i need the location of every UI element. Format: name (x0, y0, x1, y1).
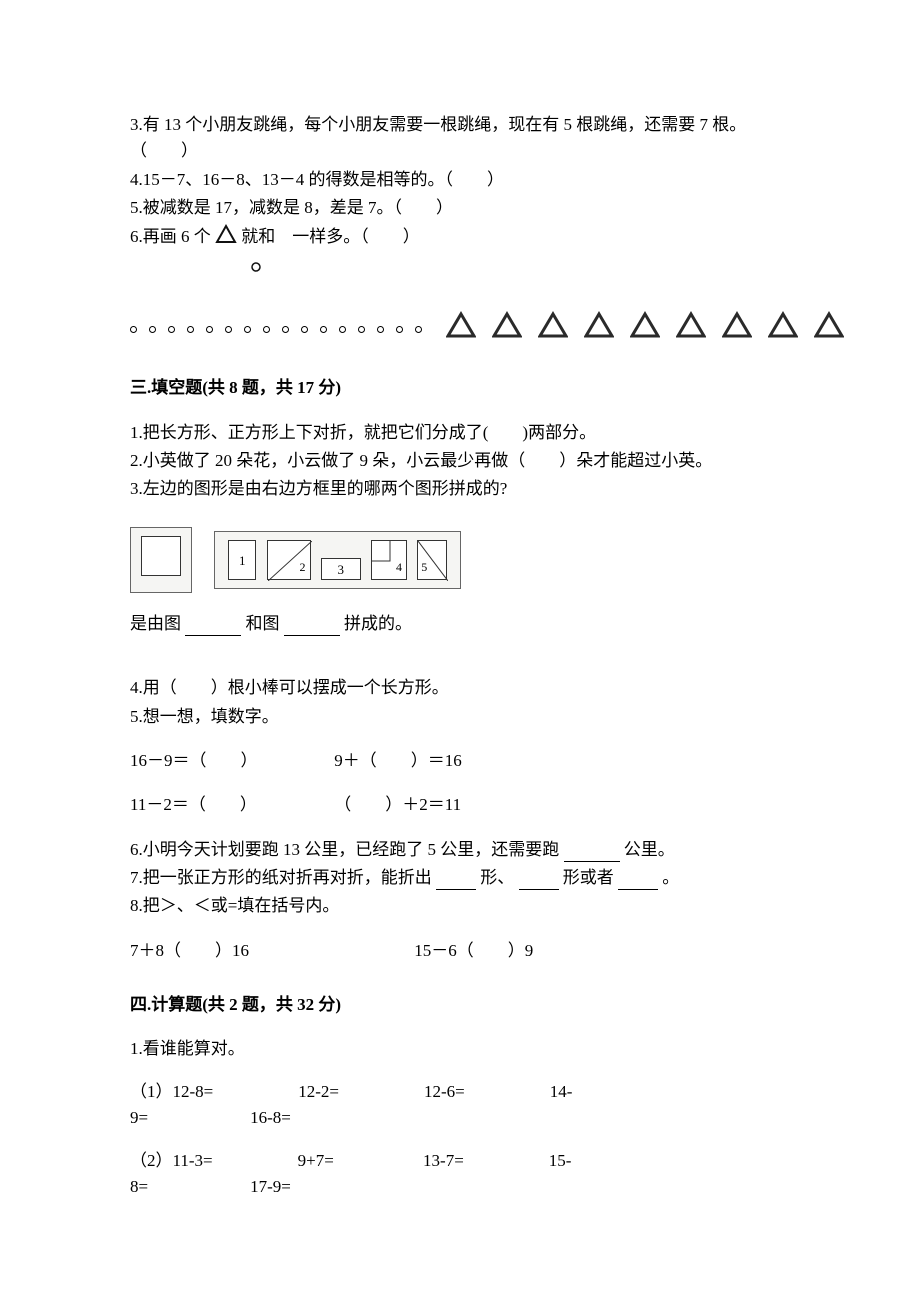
puzzle-option-4-label: 4 (396, 558, 402, 577)
triangle-icon (676, 311, 706, 347)
tf-q4: 4.15－7、16－8、13－4 的得数是相等的。（ ） (130, 167, 790, 193)
circle-icon (168, 326, 175, 333)
circle-icon (206, 326, 213, 333)
circle-group (130, 318, 434, 337)
fill-q5-r2a: 11－2＝（ ） (130, 792, 330, 818)
triangle-icon (492, 311, 522, 347)
triangle-icon (215, 223, 237, 253)
fill-q5: 5.想一想，填数字。 (130, 704, 790, 730)
fill-q1: 1.把长方形、正方形上下对折，就把它们分成了( )两部分。 (130, 420, 790, 446)
circle-icon (263, 326, 270, 333)
puzzle-option-2: 2 (267, 540, 311, 580)
fill-q5-row2: 11－2＝（ ） （ ）＋2＝11 (130, 792, 790, 818)
fill-q7-c: 形或者 (563, 868, 614, 887)
fill-q6-input[interactable] (564, 839, 620, 862)
calc-q1: 1.看谁能算对。 (130, 1036, 790, 1062)
circle-icon (225, 326, 232, 333)
calc-q1-r2b: 8= 17-9= (130, 1174, 790, 1200)
triangle-group (438, 318, 852, 337)
circle-icon (415, 326, 422, 333)
fill-q8-b: 15－6（ ）9 (414, 938, 533, 964)
fill-q7-input-2[interactable] (519, 867, 559, 890)
fill-q7-input-3[interactable] (618, 867, 658, 890)
circle-icon (244, 326, 251, 333)
circle-icon (377, 326, 384, 333)
fill-q6: 6.小明今天计划要跑 13 公里，已经跑了 5 公里，还需要跑 公里。 (130, 837, 790, 863)
puzzle-target-box (130, 527, 192, 593)
fill-q7-a: 7.把一张正方形的纸对折再对折，能折出 (130, 868, 432, 887)
fill-q4: 4.用（ ）根小棒可以摆成一个长方形。 (130, 675, 790, 701)
calc-q1-r1b: 9= 16-8= (130, 1105, 790, 1131)
fill-q3-answer: 是由图 和图 拼成的。 (130, 611, 790, 637)
fill-q5-row1: 16－9＝（ ） 9＋（ ）＝16 (130, 748, 790, 774)
circle-icon (339, 326, 346, 333)
tf-q3: 3.有 13 个小朋友跳绳，每个小朋友需要一根跳绳，现在有 5 根跳绳，还需要 … (130, 112, 790, 165)
puzzle-options-box: 1 2 3 4 5 (214, 531, 461, 589)
section-3-title: 三.填空题(共 8 题，共 17 分) (130, 375, 790, 401)
fill-q7-input-1[interactable] (436, 867, 476, 890)
puzzle-option-2-label: 2 (300, 558, 306, 577)
calc-q1-r1a: （1）12-8= 12-2= 12-6= 14- (130, 1079, 790, 1105)
triangle-icon (768, 311, 798, 347)
section-4-title: 四.计算题(共 2 题，共 32 分) (130, 992, 790, 1018)
puzzle-option-5: 5 (417, 540, 447, 580)
triangle-icon (814, 311, 844, 347)
puzzle-option-1: 1 (228, 540, 256, 580)
calc-q1-row1: （1）12-8= 12-2= 12-6= 14- 9= 16-8= (130, 1079, 790, 1132)
fill-q7-d: 。 (662, 868, 679, 887)
tf-q6-text-a: 6.再画 6 个 (130, 227, 211, 246)
fill-q3-input-1[interactable] (185, 613, 241, 636)
circle-icon (282, 326, 289, 333)
fill-q3-answer-a: 是由图 (130, 614, 181, 633)
puzzle-figure: 1 2 3 4 5 (130, 527, 790, 593)
fill-q2: 2.小英做了 20 朵花，小云做了 9 朵，小云最少再做（ ）朵才能超过小英。 (130, 448, 790, 474)
fill-q7-b: 形、 (480, 868, 514, 887)
fill-q5-r1b: 9＋（ ）＝16 (334, 748, 462, 774)
triangle-icon (630, 311, 660, 347)
fill-q3-answer-c: 拼成的。 (344, 614, 412, 633)
puzzle-option-5-label: 5 (421, 558, 427, 577)
fill-q8-row: 7＋8（ ）16 15－6（ ）9 (130, 938, 790, 964)
shape-row (130, 311, 790, 347)
fill-q6-b: 公里。 (624, 840, 675, 859)
circle-icon (187, 326, 194, 333)
tf-q6-text-b: 就和 一样多。（ ） (241, 227, 420, 246)
circle-icon (320, 326, 327, 333)
fill-q3-input-2[interactable] (284, 613, 340, 636)
fill-q8: 8.把＞、＜或=填在括号内。 (130, 893, 790, 919)
puzzle-target-square (141, 536, 181, 576)
circle-icon (149, 326, 156, 333)
circle-icon (396, 326, 403, 333)
worksheet-page: 3.有 13 个小朋友跳绳，每个小朋友需要一根跳绳，现在有 5 根跳绳，还需要 … (0, 0, 920, 1296)
circle-icon (130, 326, 137, 333)
circle-icon (358, 326, 365, 333)
calc-q1-row2: （2）11-3= 9+7= 13-7= 15- 8= 17-9= (130, 1148, 790, 1201)
triangle-icon (446, 311, 476, 347)
fill-q5-r1a: 16－9＝（ ） (130, 748, 330, 774)
tf-q5: 5.被减数是 17，减数是 8，差是 7。（ ） (130, 195, 790, 221)
fill-q3: 3.左边的图形是由右边方框里的哪两个图形拼成的? (130, 476, 790, 502)
fill-q8-a: 7＋8（ ）16 (130, 938, 410, 964)
fill-q3-answer-b: 和图 (246, 614, 280, 633)
calc-q1-r2a: （2）11-3= 9+7= 13-7= 15- (130, 1148, 790, 1174)
tf-q6: 6.再画 6 个 就和 一样多。（ ） (130, 223, 790, 281)
puzzle-option-4: 4 (371, 540, 407, 580)
triangle-icon (584, 311, 614, 347)
fill-q7: 7.把一张正方形的纸对折再对折，能折出 形、 形或者 。 (130, 865, 790, 891)
fill-q5-r2b: （ ）＋2＝11 (334, 792, 461, 818)
triangle-icon (538, 311, 568, 347)
triangle-icon (722, 311, 752, 347)
fill-q6-a: 6.小明今天计划要跑 13 公里，已经跑了 5 公里，还需要跑 (130, 840, 559, 859)
circle-icon (250, 255, 262, 281)
circle-icon (301, 326, 308, 333)
puzzle-option-3: 3 (321, 558, 361, 580)
